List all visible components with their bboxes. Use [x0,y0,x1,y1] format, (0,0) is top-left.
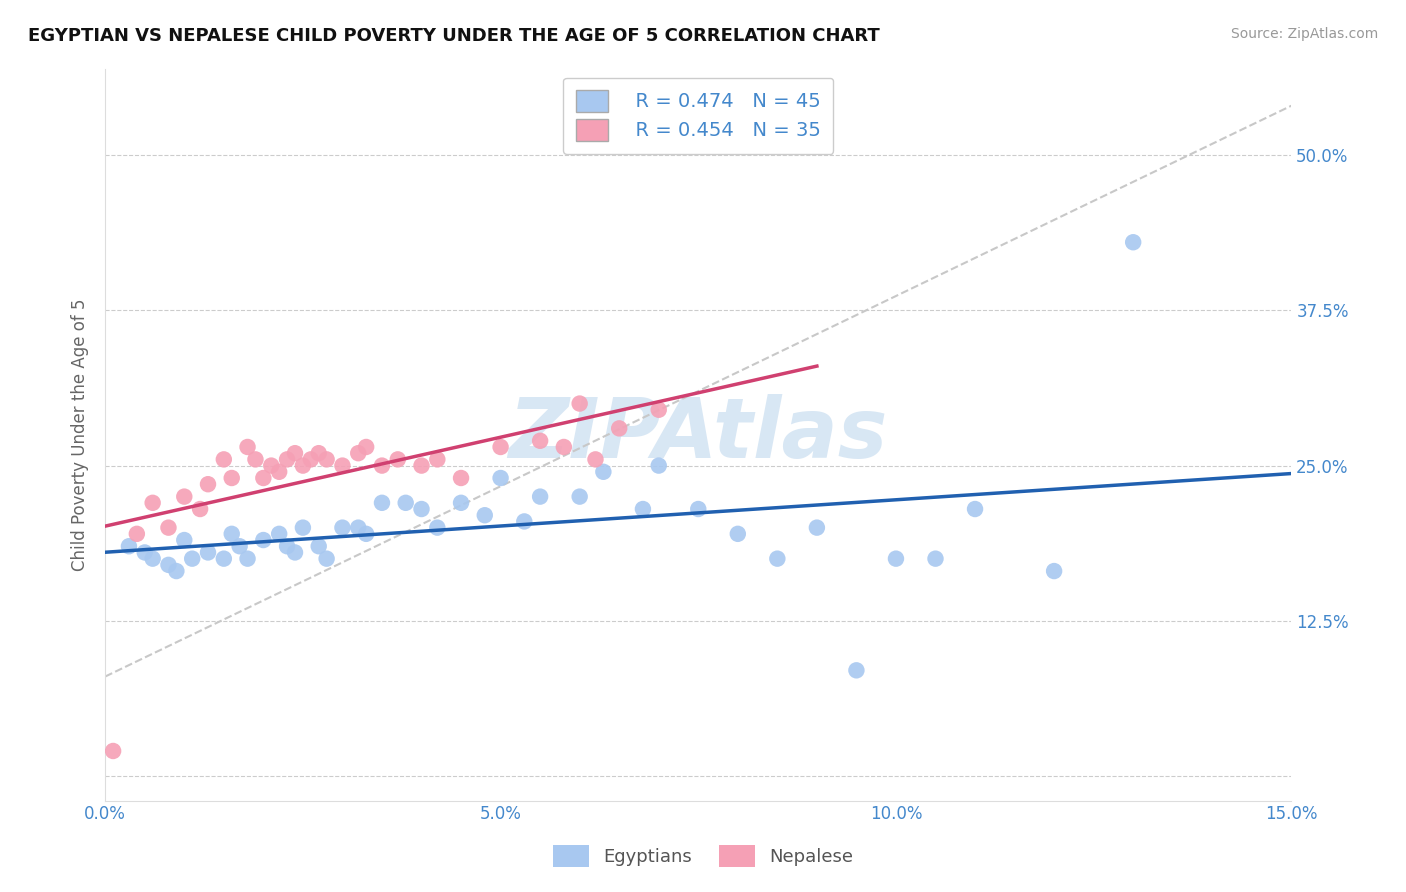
Point [450,471,472,485]
Point [347,446,370,460]
Point [134,545,156,559]
Point [125,526,148,541]
Point [354,440,377,454]
Point [568,396,591,410]
Point [308,539,330,553]
Point [181,551,204,566]
Point [806,521,828,535]
Legend:   R = 0.474   N = 45,   R = 0.454   N = 35: R = 0.474 N = 45, R = 0.454 N = 35 [564,78,834,154]
Text: ZIPAtlas: ZIPAtlas [509,394,889,475]
Point [212,551,235,566]
Point [315,452,337,467]
Point [395,496,418,510]
Point [631,502,654,516]
Point [197,477,219,491]
Point [197,545,219,559]
Point [371,496,394,510]
Point [1122,235,1144,250]
Point [529,490,551,504]
Point [607,421,630,435]
Point [252,533,274,547]
Point [276,452,298,467]
Point [173,490,195,504]
Point [252,471,274,485]
Point [212,452,235,467]
Point [648,402,671,417]
Point [513,515,536,529]
Point [157,558,180,572]
Point [884,551,907,566]
Point [165,564,187,578]
Legend: Egyptians, Nepalese: Egyptians, Nepalese [546,838,860,874]
Point [347,521,370,535]
Point [426,452,449,467]
Point [157,521,180,535]
Point [142,496,165,510]
Point [845,663,868,677]
Point [963,502,986,516]
Point [101,744,124,758]
Point [688,502,710,516]
Point [291,521,314,535]
Y-axis label: Child Poverty Under the Age of 5: Child Poverty Under the Age of 5 [72,298,89,571]
Point [315,551,337,566]
Point [489,471,512,485]
Point [474,508,496,523]
Point [426,521,449,535]
Text: Source: ZipAtlas.com: Source: ZipAtlas.com [1230,27,1378,41]
Point [592,465,614,479]
Point [260,458,283,473]
Point [553,440,575,454]
Point [284,446,307,460]
Point [924,551,946,566]
Point [221,471,243,485]
Point [766,551,789,566]
Point [118,539,141,553]
Point [236,551,259,566]
Point [387,452,409,467]
Point [332,458,354,473]
Point [142,551,165,566]
Point [284,545,307,559]
Point [332,521,354,535]
Point [291,458,314,473]
Point [568,490,591,504]
Point [489,440,512,454]
Point [228,539,250,553]
Point [245,452,267,467]
Point [411,502,433,516]
Point [411,458,433,473]
Point [221,526,243,541]
Point [371,458,394,473]
Point [299,452,322,467]
Point [450,496,472,510]
Point [585,452,607,467]
Point [188,502,211,516]
Point [276,539,298,553]
Point [269,526,291,541]
Point [308,446,330,460]
Point [354,526,377,541]
Point [173,533,195,547]
Point [529,434,551,448]
Point [269,465,291,479]
Text: EGYPTIAN VS NEPALESE CHILD POVERTY UNDER THE AGE OF 5 CORRELATION CHART: EGYPTIAN VS NEPALESE CHILD POVERTY UNDER… [28,27,880,45]
Point [1043,564,1066,578]
Point [727,526,749,541]
Point [236,440,259,454]
Point [648,458,671,473]
